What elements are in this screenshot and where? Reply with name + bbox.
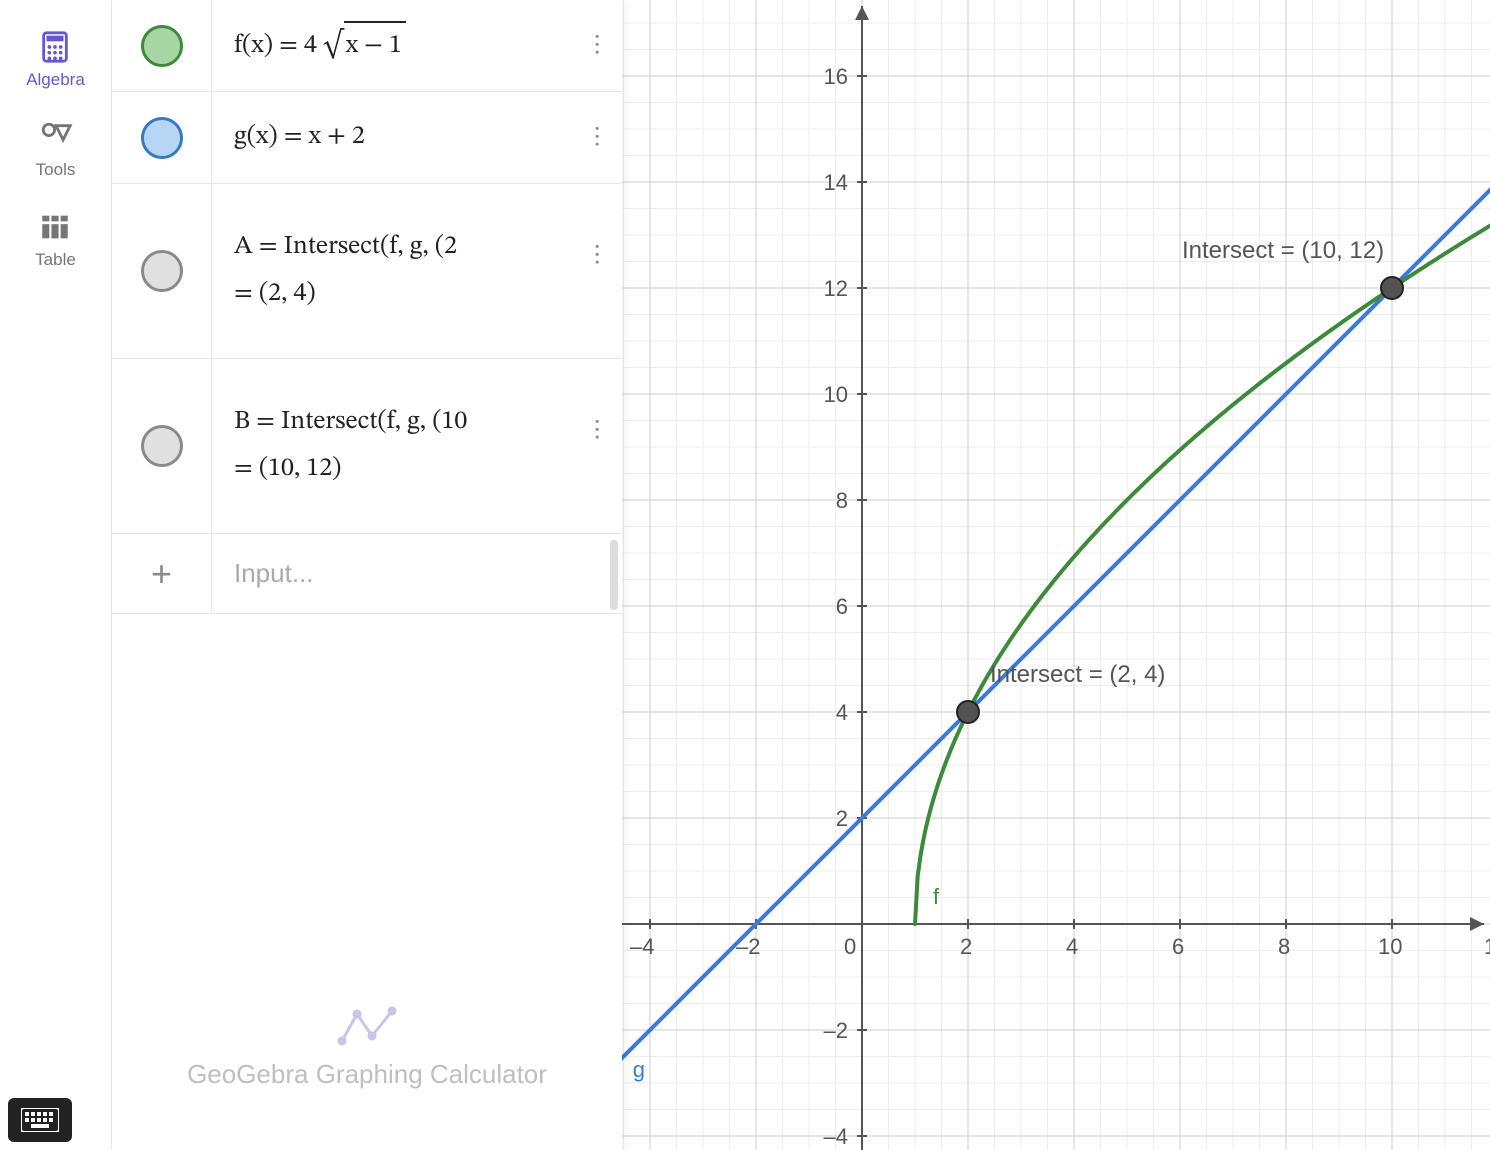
keyboard-icon (21, 1108, 59, 1132)
nav-item-table[interactable]: Table (35, 210, 76, 270)
footer-text: GeoGebra Graphing Calculator (112, 1059, 622, 1090)
svg-text:–4: –4 (630, 934, 654, 959)
svg-text:10: 10 (824, 382, 848, 407)
svg-text:–2: –2 (824, 1018, 848, 1043)
svg-text:12: 12 (1484, 934, 1490, 959)
algebra-rows: f(x) = 4 √x − 1 ⋮ g(x) = x + 2 ⋮ A = Int… (112, 0, 622, 614)
expression-g[interactable]: g(x) = x + 2 ⋮ (212, 104, 622, 171)
add-expression-button[interactable]: + (112, 534, 212, 613)
svg-text:4: 4 (836, 700, 848, 725)
graph-svg: –4–2024681012–4–2246810121416gfIntersect… (622, 0, 1490, 1150)
nav-label-algebra: Algebra (26, 70, 85, 90)
kebab-icon[interactable]: ⋮ (591, 32, 605, 58)
svg-text:8: 8 (836, 488, 848, 513)
expression-f[interactable]: f(x) = 4 √x − 1 ⋮ (212, 11, 622, 80)
nav-item-algebra[interactable]: Algebra (26, 30, 85, 90)
svg-text:Intersect = (10, 12): Intersect = (10, 12) (1182, 237, 1384, 264)
logo-icon (337, 1006, 397, 1046)
visibility-toggle-g[interactable] (141, 117, 183, 159)
visibility-toggle-f[interactable] (141, 25, 183, 67)
keyboard-button[interactable] (8, 1098, 72, 1142)
svg-text:4: 4 (1066, 934, 1078, 959)
nav-item-tools[interactable]: Tools (36, 120, 76, 180)
svg-text:10: 10 (1378, 934, 1402, 959)
kebab-icon[interactable]: ⋮ (591, 417, 605, 443)
algebra-row[interactable]: A = Intersect(f, g, (2 = (2, 4) ⋮ (112, 184, 622, 359)
svg-text:6: 6 (836, 594, 848, 619)
svg-text:6: 6 (1172, 934, 1184, 959)
svg-text:14: 14 (824, 170, 848, 195)
svg-text:16: 16 (824, 64, 848, 89)
nav-label-tools: Tools (36, 160, 76, 180)
algebra-panel: f(x) = 4 √x − 1 ⋮ g(x) = x + 2 ⋮ A = Int… (112, 0, 622, 1150)
expression-input[interactable]: Input... (212, 558, 622, 589)
svg-text:0: 0 (844, 934, 856, 959)
kebab-icon[interactable]: ⋮ (591, 124, 605, 150)
panel-footer: GeoGebra Graphing Calculator (112, 1006, 622, 1150)
visibility-toggle-b[interactable] (141, 425, 183, 467)
input-row: + Input... (112, 534, 622, 614)
algebra-row[interactable]: g(x) = x + 2 ⋮ (112, 92, 622, 184)
svg-text:12: 12 (824, 276, 848, 301)
expression-a[interactable]: A = Intersect(f, g, (2 = (2, 4) ⋮ (212, 214, 622, 328)
svg-text:Intersect = (2, 4): Intersect = (2, 4) (990, 661, 1165, 688)
svg-text:2: 2 (960, 934, 972, 959)
calculator-icon (38, 30, 72, 64)
nav-label-table: Table (35, 250, 76, 270)
algebra-row[interactable]: B = Intersect(f, g, (10 = (10, 12) ⋮ (112, 359, 622, 534)
tools-icon (39, 120, 73, 154)
scrollbar-thumb[interactable] (610, 540, 618, 610)
svg-text:f: f (933, 884, 940, 909)
svg-text:g: g (633, 1057, 645, 1082)
svg-text:–4: –4 (824, 1124, 848, 1149)
left-nav: Algebra Tools Table (0, 0, 112, 1150)
expression-b[interactable]: B = Intersect(f, g, (10 = (10, 12) ⋮ (212, 389, 622, 503)
svg-text:2: 2 (836, 806, 848, 831)
visibility-toggle-a[interactable] (141, 250, 183, 292)
svg-text:8: 8 (1278, 934, 1290, 959)
table-icon (38, 210, 72, 244)
algebra-row[interactable]: f(x) = 4 √x − 1 ⋮ (112, 0, 622, 92)
kebab-icon[interactable]: ⋮ (591, 242, 605, 268)
graph-area[interactable]: –4–2024681012–4–2246810121416gfIntersect… (622, 0, 1490, 1150)
